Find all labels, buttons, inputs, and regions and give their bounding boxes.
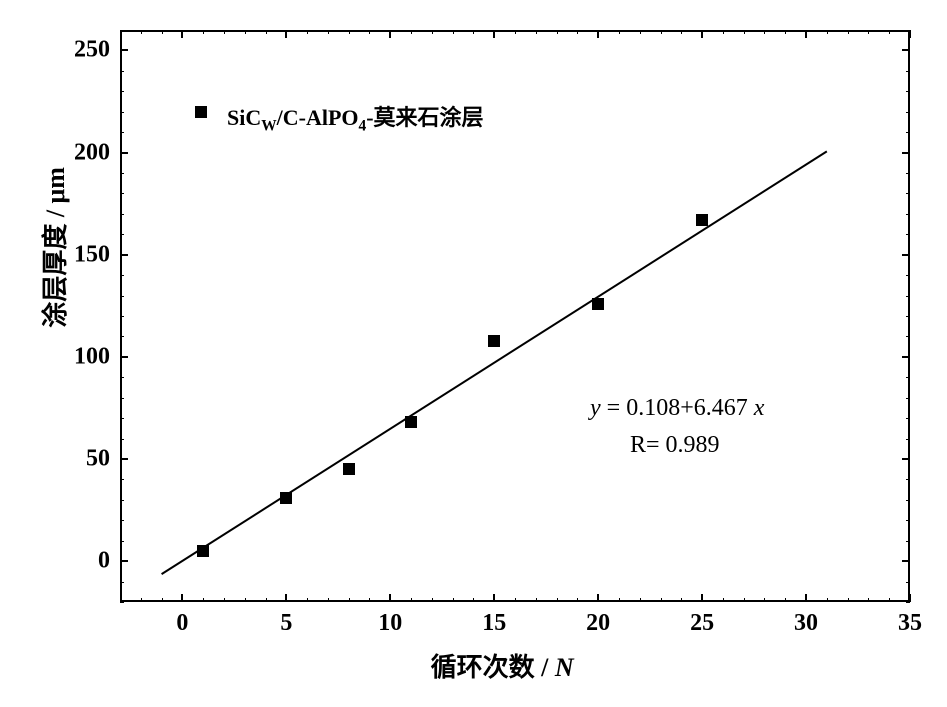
legend-marker xyxy=(195,106,207,118)
legend-label: SiCW/C-AlPO4-莫来石涂层 xyxy=(227,100,484,135)
data-point xyxy=(280,492,292,504)
y-axis-label: 涂层厚度 / μm xyxy=(35,167,72,328)
data-point xyxy=(696,214,708,226)
data-point xyxy=(592,298,604,310)
data-point xyxy=(197,545,209,557)
x-axis-label: 循环次数 / N xyxy=(431,647,574,684)
fit-equation: y = 0.108+6.467 x xyxy=(590,395,764,422)
chart-container: 05101520253035050100150200250SiCW/C-AlPO… xyxy=(0,0,947,707)
data-point xyxy=(488,335,500,347)
fit-r-value: R= 0.989 xyxy=(630,432,720,459)
data-point xyxy=(405,416,417,428)
data-point xyxy=(343,463,355,475)
